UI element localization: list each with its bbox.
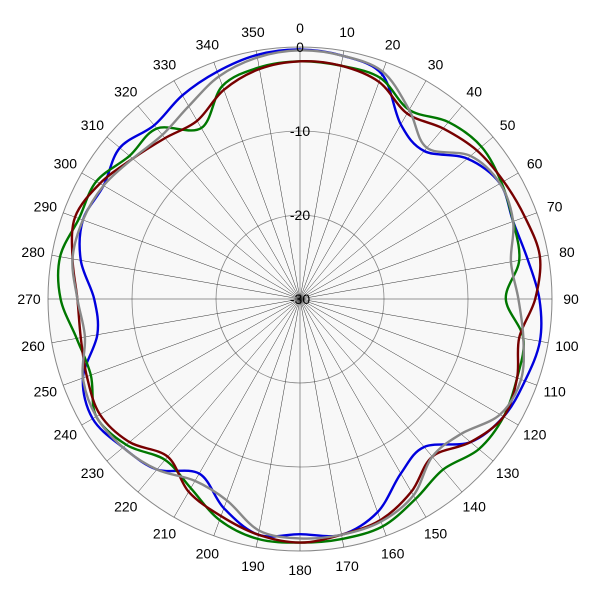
angle-tick-label-90: 90: [563, 291, 579, 307]
spoke-200: [213, 298, 301, 536]
spoke-300: [81, 172, 301, 300]
angle-tick-label-20: 20: [385, 36, 401, 52]
angle-tick-label-200: 200: [196, 546, 220, 562]
angle-tick-label-260: 260: [21, 338, 45, 354]
angle-tick-label-140: 140: [463, 499, 487, 515]
angle-tick-label-70: 70: [547, 198, 563, 214]
angle-tick-label-230: 230: [81, 465, 105, 481]
series-line-3: [71, 49, 526, 540]
angle-tick-label-30: 30: [428, 56, 444, 72]
radial-tick-labels: 0 -10 -20 -30: [290, 39, 310, 307]
spoke-70: [299, 212, 537, 300]
angle-tick-label-120: 120: [523, 427, 547, 443]
spoke-340: [213, 62, 301, 300]
angle-tick-label-340: 340: [196, 36, 220, 52]
spoke-230: [106, 298, 301, 462]
spoke-40: [299, 105, 463, 300]
angle-tick-label-130: 130: [496, 465, 520, 481]
spoke-50: [299, 136, 494, 300]
angle-tick-label-180: 180: [288, 562, 312, 578]
spoke-350: [255, 50, 301, 300]
angle-tick-labels: 0 10 20 30 40 50 60 70 80 90 100 110 120 130 140 150 160…: [17, 20, 579, 578]
angle-tick-label-170: 170: [335, 558, 359, 574]
angle-tick-label-310: 310: [81, 117, 105, 133]
angle-tick-label-330: 330: [153, 56, 177, 72]
spoke-160: [299, 298, 387, 536]
angle-tick-label-110: 110: [543, 384, 566, 400]
spoke-260: [51, 298, 301, 344]
spoke-250: [63, 298, 301, 386]
angle-tick-label-210: 210: [153, 526, 177, 542]
spoke-150: [299, 298, 427, 518]
spoke-30: [299, 80, 427, 300]
angle-tick-label-250: 250: [34, 384, 58, 400]
angle-tick-label-60: 60: [527, 156, 543, 172]
angle-tick-label-80: 80: [559, 244, 575, 260]
spoke-120: [299, 298, 519, 426]
spoke-190: [255, 298, 301, 548]
angle-tick-label-0: 0: [296, 20, 304, 36]
angle-tick-label-290: 290: [34, 198, 58, 214]
spoke-310: [106, 136, 301, 300]
angle-tick-label-270: 270: [17, 291, 41, 307]
angle-tick-label-240: 240: [54, 427, 78, 443]
spoke-100: [299, 298, 549, 344]
angular-grid-spokes: [48, 47, 552, 551]
angle-tick-label-320: 320: [114, 83, 138, 99]
spoke-330: [173, 80, 301, 300]
spoke-280: [51, 254, 301, 300]
angle-tick-label-50: 50: [500, 117, 516, 133]
spoke-80: [299, 254, 549, 300]
spoke-20: [299, 62, 387, 300]
spoke-10: [299, 50, 345, 300]
series-group: [56, 48, 543, 544]
angle-tick-label-300: 300: [54, 156, 78, 172]
angle-tick-label-10: 10: [339, 24, 355, 40]
spoke-290: [63, 212, 301, 300]
angle-tick-label-40: 40: [466, 83, 482, 99]
angle-tick-label-190: 190: [241, 558, 265, 574]
spoke-60: [299, 172, 519, 300]
spoke-140: [299, 298, 463, 493]
radial-tick-label-1: -10: [290, 123, 310, 139]
spoke-170: [299, 298, 345, 548]
radial-tick-label-0: 0: [296, 39, 304, 55]
radial-tick-label-3: -30: [290, 291, 310, 307]
angle-tick-label-160: 160: [381, 546, 405, 562]
series-line-2: [70, 59, 542, 544]
angle-tick-label-100: 100: [555, 338, 579, 354]
spoke-240: [81, 298, 301, 426]
angle-tick-label-150: 150: [424, 526, 448, 542]
spoke-110: [299, 298, 537, 386]
angle-tick-label-220: 220: [114, 499, 138, 515]
radial-tick-label-2: -20: [290, 207, 310, 223]
angle-tick-label-280: 280: [21, 244, 45, 260]
angle-tick-label-350: 350: [241, 24, 265, 40]
